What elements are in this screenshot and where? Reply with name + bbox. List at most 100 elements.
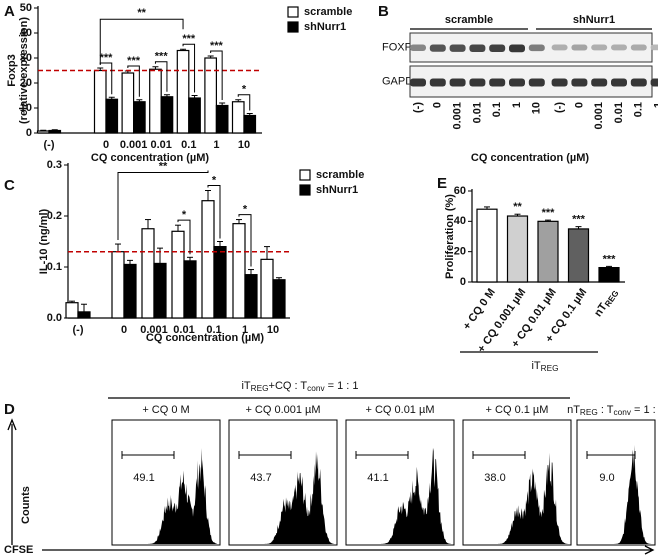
blot-band [449,78,466,87]
x-tick-label: 0.001 [140,324,168,336]
x-tick-label: (-) [73,324,84,336]
bar [176,49,190,134]
x-axis-title: CQ concentration (µM) [146,332,265,344]
bar [201,200,215,319]
significance-label: * [212,174,217,186]
row-label: FOXP3 [382,41,418,53]
lane-label: 0.01 [471,102,483,123]
bar [244,274,258,319]
y-tick-label: 0 [26,127,32,139]
panel-letter: A [4,3,15,20]
significance-bracket [99,18,184,64]
significance-label: *** [210,40,224,52]
significance-bracket [207,185,221,239]
significance-label: *** [127,55,141,67]
panel-letter: D [4,401,15,418]
lane-label: 1 [653,102,658,108]
bar [36,130,50,134]
blot-band [571,78,588,87]
x-tick-label: 0 [103,139,109,151]
group-label: scramble [445,14,493,26]
text-part: : T [598,404,614,416]
text-part: iT [241,380,250,392]
bar [77,311,91,319]
panel-letter: B [378,3,389,20]
lane-label: 0.001 [452,102,464,130]
x-tick-label: 0.01 [173,324,194,336]
x-axis-title: CQ concentration (µM) [91,152,210,164]
significance-label: *** [542,207,556,219]
blot-band [591,78,608,87]
significance-bracket [177,219,191,255]
bar [160,96,174,134]
lane-label: 0.01 [613,102,625,123]
lane-label: (-) [554,102,566,113]
panel-letter: E [437,175,447,192]
x-axis-title: CFSE [4,544,33,556]
histogram [144,448,217,544]
significance-bracket [238,214,252,267]
y-tick-label: 50 [20,2,32,14]
subscript: conv [307,384,325,393]
gate-value: 38.0 [484,472,505,484]
bar [183,260,197,319]
text-part: +CQ : T [269,380,308,392]
blot-band [591,44,608,51]
legend-label: shNurr1 [316,184,358,196]
text-part: iT [531,360,540,372]
counts-arrow [7,418,17,545]
y-tick-label: 60 [454,185,466,197]
significance-bracket [127,65,140,97]
x-tick-label: 10 [267,324,279,336]
y-tick-label: 20 [20,77,32,89]
y-axis-title: Proliferation (%) [444,194,456,279]
bar [188,97,201,134]
y-tick-label: 30 [20,52,32,64]
bar [231,101,245,134]
blot-band [650,78,658,87]
subscript: REG [251,384,269,393]
legend-swatch [287,21,299,33]
blot-band [489,44,506,53]
blot-band [611,44,627,51]
lane-label: 0.001 [593,102,605,130]
significance-label: * [242,84,247,96]
blot-band [469,44,486,52]
y-tick-label: 0.2 [47,210,62,222]
cfse-arrow [42,545,655,555]
legend-swatch [287,6,299,18]
blot-band [571,44,588,51]
condition-label: + CQ 0.001 µM [245,404,320,416]
blot-band [469,78,486,87]
gate [355,451,409,459]
bar [506,215,529,283]
bar [243,114,257,134]
bar [93,69,107,134]
y-tick-label: 0.3 [47,159,62,171]
panel-title: iTREG+CQ : Tconv = 1 : 1 [241,380,358,393]
bar [476,208,498,283]
y-axis-title: Foxp3 [6,54,18,86]
lane-label: 0.1 [633,102,645,117]
significance-label: ** [137,7,146,19]
bar [111,251,125,319]
y-axis-title: IL-10 (ng/ml) [38,208,50,274]
x-axis-title: CQ concentration (µM) [471,152,590,164]
lane-label: 1 [511,102,523,108]
x-tick-label: (-) [44,139,55,151]
bar [260,258,274,319]
bar [598,266,620,283]
significance-label: ** [513,201,522,213]
significance-label: *** [182,33,196,45]
significance-label: ** [159,160,168,172]
x-tick-label: 10 [238,139,250,151]
lane-label: 10 [531,102,543,114]
blot-band [410,44,426,51]
blot-band [551,44,568,51]
gate-value: 43.7 [250,472,271,484]
blot-band [528,78,545,87]
bar [48,129,62,134]
significance-bracket [182,43,196,93]
condition-label: nTREG : Tconv = 1 : 1 [567,404,658,417]
